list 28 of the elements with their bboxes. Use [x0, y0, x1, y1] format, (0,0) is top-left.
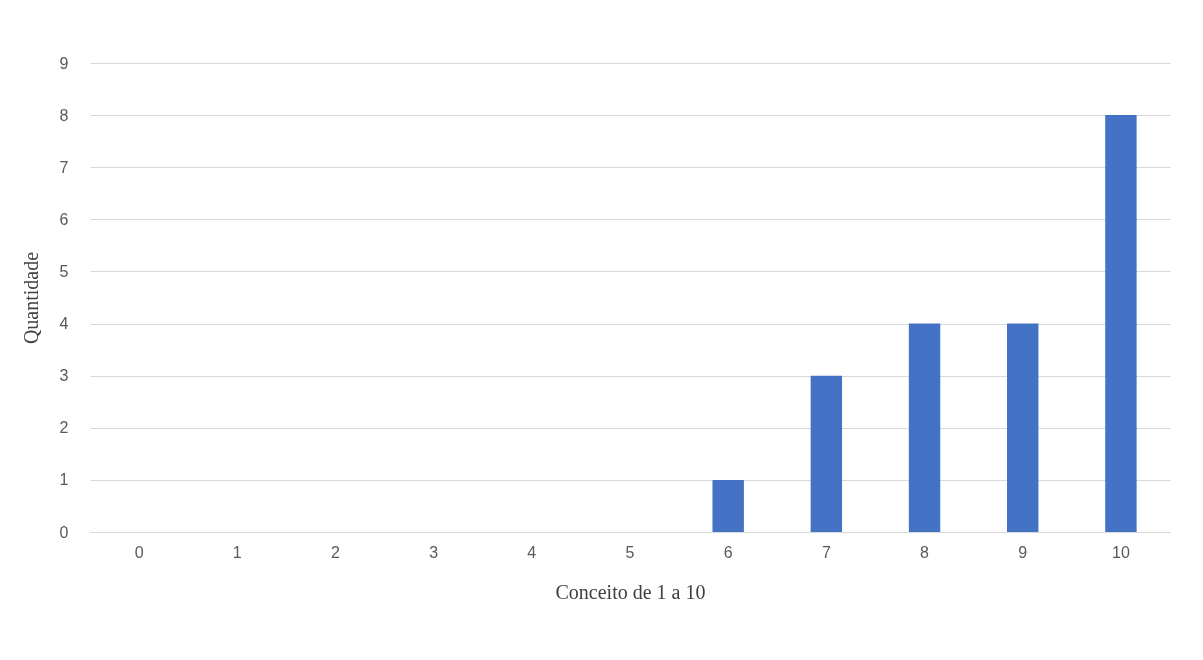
bar	[908, 323, 941, 532]
y-tick-label: 1	[59, 471, 69, 489]
x-axis-title: Conceito de 1 a 10	[555, 580, 706, 603]
y-tick-label: 2	[59, 419, 69, 437]
y-tick-label: 4	[59, 315, 69, 333]
x-tick-label: 5	[625, 543, 635, 561]
bar	[1007, 323, 1039, 532]
x-tick-label: 0	[134, 543, 144, 561]
y-tick-label: 6	[59, 210, 69, 228]
y-tick-label: 0	[59, 523, 69, 541]
x-tick-label: 3	[429, 543, 439, 561]
x-tick-label: 1	[232, 543, 242, 561]
y-tick-label: 7	[59, 158, 69, 176]
bar	[810, 375, 843, 532]
x-tick-label: 6	[723, 543, 733, 561]
y-axis-title: Quantidade	[19, 251, 42, 345]
y-tick-label: 8	[59, 106, 69, 124]
y-tick-label: 9	[59, 54, 69, 72]
x-tick-label: 7	[821, 543, 831, 561]
x-tick-label: 10	[1112, 543, 1130, 561]
x-tick-label: 2	[331, 543, 340, 561]
y-tick-label: 3	[59, 367, 69, 385]
x-tick-label: 9	[1018, 543, 1028, 561]
bar	[712, 479, 744, 532]
x-tick-label: 4	[527, 543, 537, 561]
x-tick-label: 8	[920, 543, 930, 561]
bar	[1105, 115, 1137, 532]
y-tick-label: 5	[59, 262, 69, 280]
